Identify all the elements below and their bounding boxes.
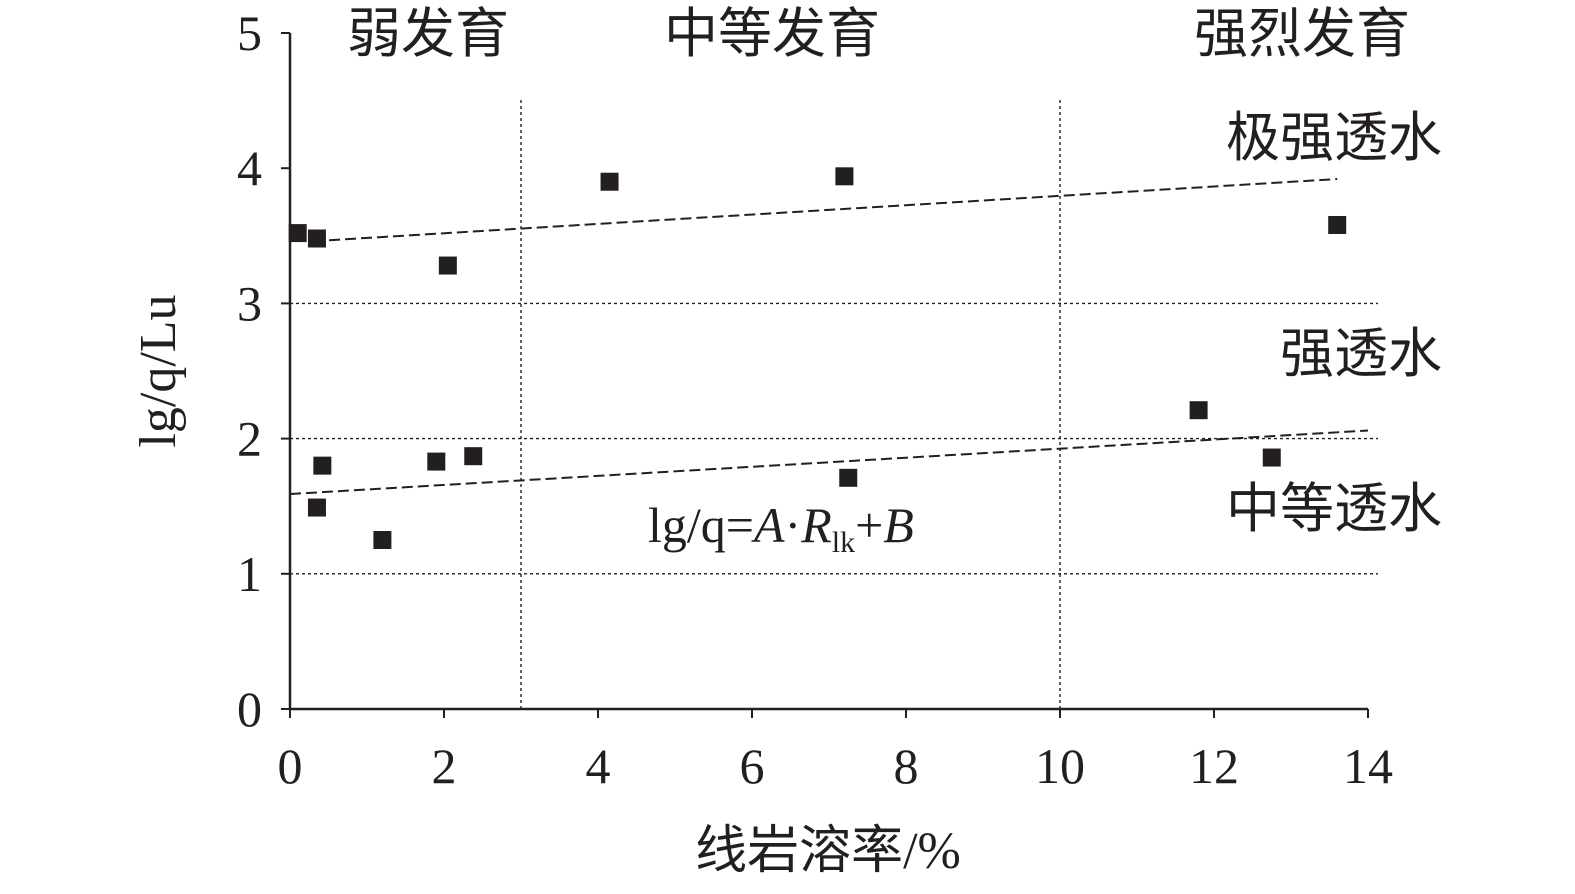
data-point-s1-5 [839, 468, 858, 487]
y-tick-label-2: 2 [237, 411, 262, 467]
development-zone-labels: 弱发育 中等发育 强烈发育 [347, 4, 1410, 64]
zone-label-strong-development: 强烈发育 [1194, 4, 1410, 64]
data-point-s1-6 [1189, 401, 1208, 420]
x-axis-title: 线岩溶率/% [695, 823, 961, 880]
x-tick-label-4: 8 [894, 738, 919, 794]
x-tick-label-3: 6 [740, 738, 765, 794]
zone-label-weak-development: 弱发育 [347, 4, 509, 64]
y-tick-label-5: 5 [237, 5, 262, 61]
data-point-s1-2 [373, 531, 392, 549]
x-tick-label-1: 2 [432, 738, 457, 794]
formula-subscript: lk [832, 526, 855, 559]
data-point-s1-1 [313, 456, 332, 475]
data-point-s0-3 [600, 172, 619, 191]
x-tick-label-2: 4 [586, 738, 611, 794]
trend-lines [289, 178, 1369, 496]
axes [281, 32, 1369, 718]
formula-constant-b: B [883, 497, 914, 553]
formula-plus: + [855, 497, 883, 553]
data-point-s0-2 [438, 256, 457, 275]
data-points [288, 167, 1347, 549]
formula-variable-r: R [800, 497, 832, 553]
x-tick-label-6: 12 [1189, 738, 1239, 794]
trend-line-1 [289, 429, 1369, 496]
x-tick-label-7: 14 [1343, 738, 1393, 794]
zone-label-extremely-permeable: 极强透水 [1226, 108, 1442, 168]
reference-lines [290, 100, 1378, 709]
y-tick-label-4: 4 [237, 140, 262, 196]
y-tick-label-3: 3 [237, 275, 262, 331]
x-tick-label-5: 10 [1035, 738, 1085, 794]
data-point-s0-4 [835, 167, 854, 186]
zone-label-moderately-permeable: 中等透水 [1226, 479, 1442, 539]
data-point-s0-1 [307, 229, 326, 248]
zone-label-moderate-development: 中等发育 [664, 4, 880, 64]
y-tick-label-0: 0 [237, 681, 262, 737]
formula-dot: · [785, 497, 802, 553]
formula-coefficient-a: A [751, 497, 785, 553]
permeability-zone-labels: 极强透水 强透水 中等透水 [1226, 108, 1442, 539]
data-point-s1-7 [1262, 448, 1281, 467]
data-point-s1-3 [427, 452, 446, 471]
formula-lhs: lg/q= [648, 497, 754, 553]
data-point-s1-4 [464, 447, 483, 466]
data-point-s0-0 [288, 224, 307, 243]
x-tick-label-0: 0 [278, 738, 303, 794]
data-point-s1-0 [307, 498, 326, 517]
y-axis-title: lg/q/Lu [130, 294, 187, 447]
trend-line-0 [313, 178, 1338, 243]
y-tick-label-1: 1 [237, 546, 262, 602]
zone-label-strongly-permeable: 强透水 [1280, 324, 1442, 384]
data-point-s0-5 [1328, 215, 1347, 234]
regression-formula: lg/q=A·Rlk+B [648, 497, 914, 559]
